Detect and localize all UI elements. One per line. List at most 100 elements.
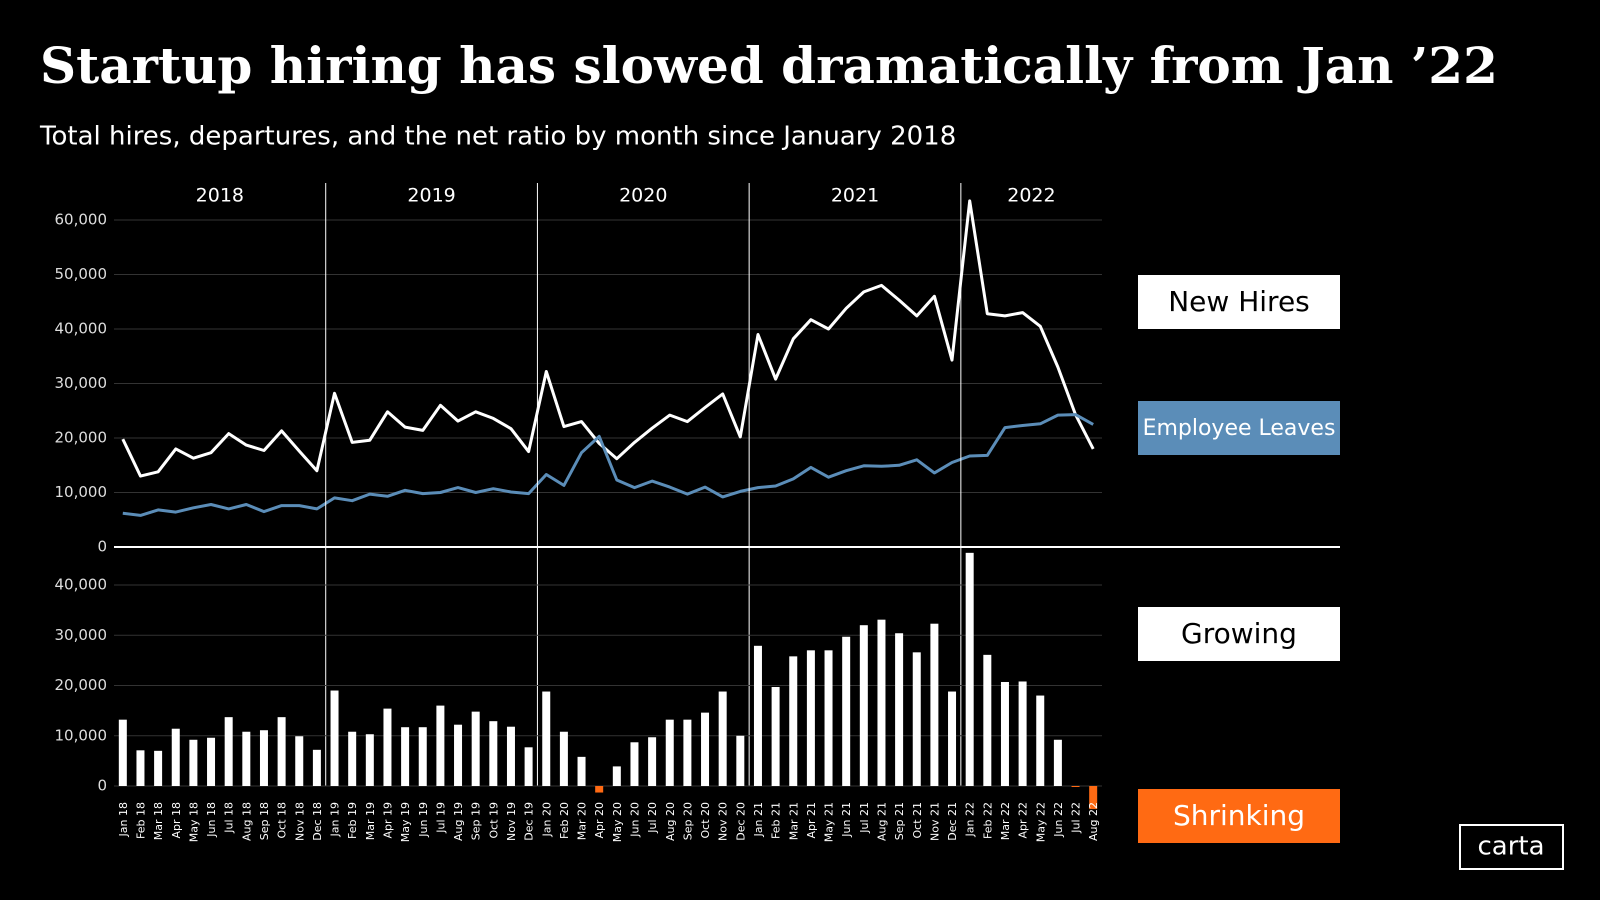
- bar: [365, 734, 374, 786]
- x-tick-label: May 20: [611, 802, 624, 842]
- x-tick-label: Jan 19: [329, 802, 342, 837]
- year-label: 2020: [619, 185, 667, 207]
- x-tick-label: Dec 19: [523, 802, 536, 841]
- bar: [736, 735, 745, 786]
- x-tick-label: Jun 19: [417, 802, 430, 838]
- bar: [1071, 786, 1080, 788]
- x-tick-label: Nov 20: [717, 802, 730, 841]
- bar: [1089, 786, 1098, 810]
- bar: [842, 636, 851, 786]
- bar: [489, 721, 498, 786]
- bar: [630, 742, 639, 786]
- bar: [506, 726, 515, 786]
- bar: [454, 724, 463, 786]
- x-tick-label: Feb 22: [981, 802, 994, 839]
- bar: [612, 766, 621, 786]
- x-tick-label: Jul 19: [434, 802, 447, 834]
- bar: [436, 705, 445, 786]
- bar: [1018, 681, 1027, 786]
- x-tick-label: Feb 18: [134, 802, 147, 839]
- x-tick-label: Apr 20: [593, 802, 606, 839]
- x-tick-label: Sep 19: [470, 802, 483, 840]
- x-tick-label: Apr 22: [1017, 802, 1030, 839]
- bar: [348, 731, 357, 786]
- x-tick-label: Aug 21: [875, 802, 888, 841]
- x-tick-label: May 19: [399, 802, 412, 842]
- x-tick-label: Apr 21: [805, 802, 818, 839]
- x-tick-label: Oct 21: [911, 802, 924, 839]
- legend-box: [1138, 275, 1340, 329]
- bar: [948, 691, 957, 786]
- year-label: 2022: [1007, 185, 1055, 207]
- y-tick-label: 50,000: [55, 265, 108, 283]
- y-tick-label: 10,000: [55, 483, 108, 501]
- x-tick-label: Oct 20: [699, 802, 712, 839]
- bar: [789, 656, 798, 786]
- year-label: 2019: [407, 185, 455, 207]
- bar: [1036, 695, 1045, 786]
- x-tick-label: Feb 21: [770, 802, 783, 839]
- logo-box: [1459, 824, 1564, 870]
- bar: [1053, 739, 1062, 786]
- x-tick-label: Dec 18: [311, 802, 324, 841]
- x-tick-label: Oct 18: [276, 802, 289, 839]
- x-tick-label: May 22: [1034, 802, 1047, 842]
- bar: [648, 737, 657, 786]
- legend-label: New Hires: [1168, 285, 1310, 318]
- y-tick-label: 20,000: [55, 676, 108, 694]
- x-tick-label: Jun 18: [205, 802, 218, 838]
- legend-box: [1138, 789, 1340, 843]
- bar: [118, 719, 127, 786]
- y-tick-label: 0: [97, 538, 107, 556]
- logo: carta: [1477, 832, 1544, 862]
- bar: [701, 712, 710, 786]
- subtitle: Total hires, departures, and the net rat…: [39, 122, 956, 152]
- bar: [136, 750, 145, 786]
- line: [122, 413, 1094, 517]
- x-tick-label: Jan 20: [540, 802, 553, 837]
- bar: [224, 717, 233, 786]
- x-tick-label: Jan 22: [964, 802, 977, 837]
- x-tick-label: Dec 20: [734, 802, 747, 841]
- bar: [895, 633, 904, 786]
- bar: [983, 654, 992, 786]
- x-tick-label: Mar 19: [364, 802, 377, 840]
- x-tick-label: Aug 18: [240, 802, 253, 841]
- bar: [718, 691, 727, 786]
- bar: [524, 747, 533, 786]
- x-tick-label: Sep 18: [258, 802, 271, 840]
- x-tick-label: Nov 21: [928, 802, 941, 841]
- legend-label: Employee Leaves: [1143, 416, 1336, 441]
- bar: [559, 731, 568, 786]
- y-tick-label: 30,000: [55, 626, 108, 644]
- x-tick-label: Feb 19: [346, 802, 359, 839]
- bar: [806, 650, 815, 786]
- bar: [877, 619, 886, 786]
- x-tick-label: Mar 20: [576, 802, 589, 840]
- bar: [753, 645, 762, 786]
- bar: [171, 728, 180, 786]
- x-tick-label: Jun 22: [1052, 802, 1065, 838]
- x-tick-label: Jun 21: [840, 802, 853, 838]
- x-tick-label: Apr 18: [170, 802, 183, 839]
- y-tick-label: 40,000: [55, 320, 108, 338]
- x-tick-label: Apr 19: [381, 802, 394, 839]
- bar: [242, 731, 251, 786]
- bar: [277, 717, 286, 786]
- y-tick-label: 40,000: [55, 576, 108, 594]
- x-tick-label: Feb 20: [558, 802, 571, 839]
- bar: [965, 552, 974, 786]
- bar: [859, 625, 868, 786]
- x-tick-label: Aug 22: [1087, 802, 1100, 841]
- bar: [1000, 681, 1009, 786]
- bar: [665, 719, 674, 786]
- bar: [312, 749, 321, 786]
- x-tick-label: Aug 20: [664, 802, 677, 841]
- x-tick-label: Jul 22: [1070, 802, 1083, 834]
- bar: [401, 727, 410, 786]
- legend-label: Shrinking: [1173, 799, 1305, 832]
- bar: [189, 739, 198, 786]
- y-tick-label: 60,000: [55, 211, 108, 229]
- bar: [259, 730, 268, 786]
- x-tick-label: Nov 19: [505, 802, 518, 841]
